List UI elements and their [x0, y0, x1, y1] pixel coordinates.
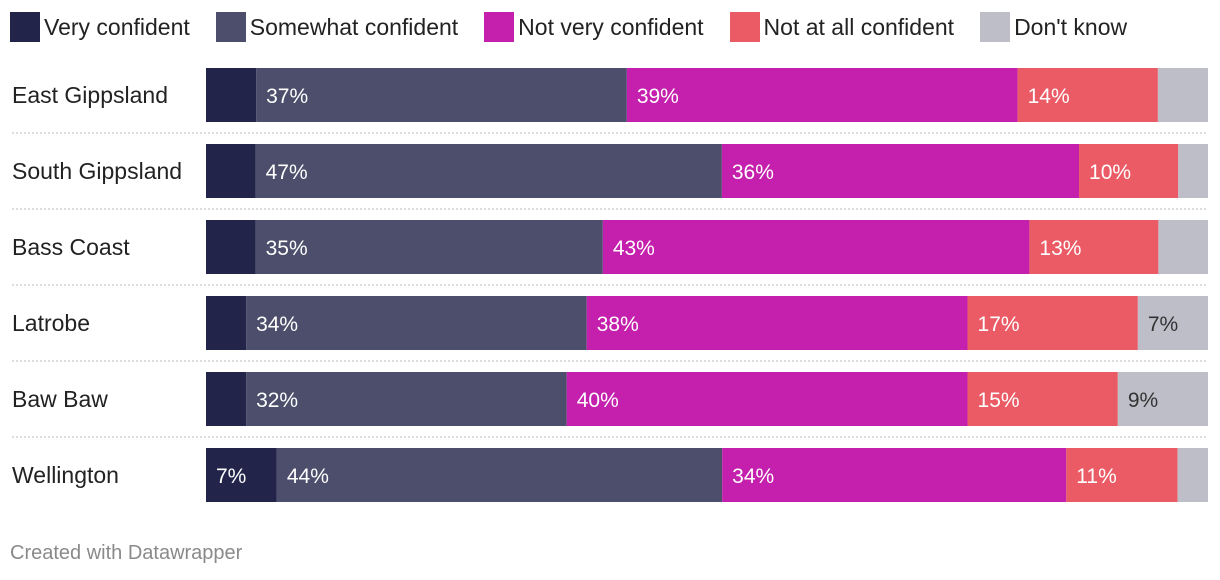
legend-label: Not very confident [518, 13, 704, 40]
data-label: 14% [1028, 85, 1070, 108]
data-label: 34% [732, 465, 774, 488]
bar-row-latrobe: Latrobe 34% 38% 17% 7% [12, 296, 1208, 350]
data-label: 37% [266, 85, 308, 108]
data-label: 11% [1076, 465, 1116, 488]
legend-swatch [215, 12, 246, 42]
data-label: 43% [613, 237, 655, 260]
data-label: 40% [577, 389, 619, 412]
legend-label: Very confident [44, 13, 190, 40]
chart-legend: Very confident Somewhat confident Not very… [10, 10, 1153, 44]
bar-segment-not-very-confident [721, 144, 1080, 198]
data-label: 47% [266, 161, 308, 184]
category-label: Latrobe [12, 310, 90, 336]
category-label: South Gippsland [12, 158, 182, 184]
data-label: 36% [732, 161, 774, 184]
bar-segment-very-confident [206, 144, 256, 198]
footer-credit: Created with Datawrapper [10, 542, 243, 564]
bar-segment-somewhat-confident [256, 68, 627, 122]
bar-segment-not-very-confident [566, 372, 968, 426]
category-label: Bass Coast [12, 234, 130, 260]
data-label: 10% [1089, 161, 1131, 184]
bar-segment-somewhat-confident [246, 296, 587, 350]
legend-label: Don't know [1014, 13, 1128, 40]
bar-segment-don-t-know [1157, 68, 1208, 122]
data-label: 35% [266, 237, 308, 260]
data-label: 38% [597, 313, 639, 336]
bar-segment-not-at-all-confident [1017, 68, 1158, 122]
bar-segment-don-t-know [1137, 296, 1208, 350]
legend-label: Not at all confident [763, 13, 955, 40]
bar-segment-very-confident [206, 220, 256, 274]
data-label: 32% [256, 389, 298, 412]
bar-segment-very-confident [206, 296, 247, 350]
legend-item-not-very-confident: Not very confident [484, 12, 704, 42]
legend-item-not-at-all-confident: Not at all confident [729, 12, 955, 42]
bar-segment-don-t-know [1117, 372, 1208, 426]
data-label: 9% [1128, 389, 1158, 412]
category-label: Baw Baw [12, 386, 108, 412]
data-label: 44% [287, 465, 329, 488]
legend-item-somewhat-confident: Somewhat confident [215, 12, 459, 42]
bar-segment-not-at-all-confident [1066, 448, 1178, 502]
bar-segment-don-t-know [1178, 144, 1208, 198]
bar-segment-not-at-all-confident [1079, 144, 1179, 198]
legend-label: Somewhat confident [249, 13, 459, 40]
legend-swatch [980, 12, 1011, 42]
bar-segment-not-at-all-confident [967, 296, 1138, 350]
category-label: East Gippsland [12, 82, 168, 108]
bar-segment-very-confident [206, 68, 257, 122]
legend-swatch [729, 12, 760, 42]
bar-segment-not-at-all-confident [1029, 220, 1159, 274]
bar-segment-not-at-all-confident [967, 372, 1118, 426]
bar-segment-don-t-know [1177, 448, 1208, 502]
data-label: 34% [256, 313, 298, 336]
bar-row-wellington: Wellington 7% 44% 34% 11% [12, 448, 1208, 502]
legend-swatch [10, 12, 40, 42]
legend-item-very-confident: Very confident [10, 12, 190, 42]
data-label: 15% [978, 389, 1020, 412]
data-label: 7% [216, 465, 246, 488]
bar-segment-somewhat-confident [246, 372, 567, 426]
data-label: 7% [1148, 313, 1178, 336]
bar-segment-somewhat-confident [255, 220, 603, 274]
bar-segment-somewhat-confident [255, 144, 722, 198]
bar-segment-not-very-confident [602, 220, 1030, 274]
data-label: 17% [978, 313, 1020, 336]
bar-segment-very-confident [206, 448, 277, 502]
bar-row-south-gippsland: South Gippsland 47% 36% 10% [12, 144, 1208, 198]
bar-row-bass-coast: Bass Coast 35% 43% 13% [12, 220, 1208, 274]
bar-row-east-gippsland: East Gippsland 37% 39% 14% [12, 68, 1208, 122]
data-label: 13% [1039, 237, 1081, 260]
bar-segment-very-confident [206, 372, 247, 426]
bar-row-baw-baw: Baw Baw 32% 40% 15% 9% [12, 372, 1208, 426]
bar-segment-not-very-confident [722, 448, 1067, 502]
bar-segment-don-t-know [1158, 220, 1208, 274]
bar-segment-not-very-confident [626, 68, 1018, 122]
legend-item-don-t-know: Don't know [980, 12, 1127, 42]
bar-segment-not-very-confident [586, 296, 968, 350]
legend-swatch [484, 12, 515, 42]
data-label: 39% [637, 85, 679, 108]
category-label: Wellington [12, 462, 119, 488]
bar-segment-somewhat-confident [276, 448, 723, 502]
